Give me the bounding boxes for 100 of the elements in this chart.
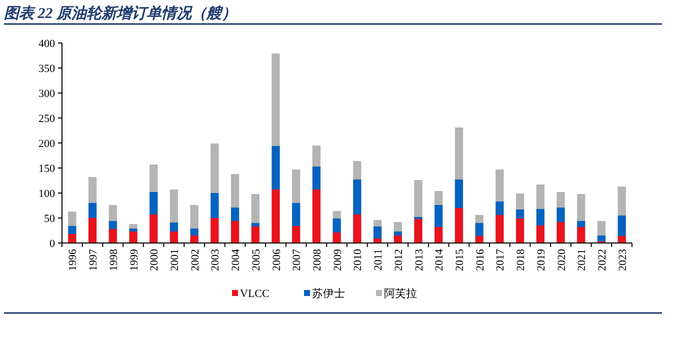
bar [150,214,158,243]
bar [454,180,464,208]
y-tick-label: 0 [50,238,56,250]
bar [496,170,504,202]
bar [312,166,321,190]
x-tick-label: 2007 [291,248,304,271]
bar [251,223,260,226]
x-tick-label: 2002 [189,249,202,271]
bar [88,218,97,243]
bar [230,174,240,208]
x-tick-label: 2010 [352,248,364,271]
bar [536,184,544,209]
bar [190,205,198,228]
bar [129,232,138,243]
bar [516,194,524,210]
x-tick-label: 2003 [210,248,222,271]
bar [454,208,464,243]
bar [353,214,362,243]
bar [556,208,565,222]
x-tick-label: 2014 [434,248,446,271]
x-tick-label: 2009 [332,248,344,271]
x-tick-label: 2019 [535,248,548,271]
bar [88,177,97,203]
bar [414,219,422,243]
bar [597,236,606,242]
y-tick-label: 100 [38,188,56,200]
y-tick-label: 250 [38,113,56,125]
bar [150,164,158,192]
x-tick-label: 2008 [311,248,324,271]
x-tick-label: 2000 [148,248,161,271]
bar [353,161,362,180]
bar [597,221,606,236]
x-tick-label: 2005 [250,248,262,271]
bar [108,221,117,229]
bar [210,144,219,193]
bar [577,221,586,227]
bar [190,236,198,243]
title: 图表 22 原油轮新增订单情况（艘） [4,6,236,22]
bar [108,229,117,243]
bar [272,146,280,190]
bar [618,186,626,216]
bar [536,226,544,243]
bar [292,170,300,203]
bar [129,224,138,228]
bar [170,232,178,243]
bar [496,215,504,243]
bar [312,190,321,243]
bar [251,226,260,243]
y-tick-label: 150 [38,163,56,175]
bar [454,128,464,180]
bar [394,236,402,243]
y-tick-label: 50 [44,213,56,225]
y-tick-label: 350 [38,63,56,75]
bar [496,202,504,215]
x-tick-label: 2022 [596,249,608,271]
x-tick-label: 2012 [392,249,405,271]
bar [373,220,382,226]
bar [556,222,565,243]
bar [68,226,76,234]
bar [394,222,402,232]
x-tick-label: 2013 [413,248,426,271]
bar [516,210,524,218]
bar [536,209,544,226]
x-tick-label: 2004 [230,248,242,271]
bar [618,236,626,243]
bar [394,232,402,236]
bar [556,192,565,208]
legend-label: VLCC [240,288,270,300]
bar [292,203,300,226]
legend-label: 阿芙拉 [384,287,417,300]
bar [353,180,362,214]
bar [230,221,240,243]
x-tick-label: 2001 [168,249,181,271]
bar [618,216,626,236]
bar [475,236,484,243]
bar [88,203,97,218]
bar [332,218,341,232]
x-tick-label: 1996 [67,248,80,271]
y-tick-label: 300 [38,88,56,100]
bar [475,223,484,236]
bar [516,218,524,243]
bar [414,180,422,217]
x-tick-label: 2018 [515,248,528,271]
bar [272,190,280,243]
bar [210,218,219,243]
x-tick-label: 2017 [494,248,507,271]
bar [190,228,198,236]
bar [434,191,443,205]
bar [251,194,260,223]
x-tick-label: 2023 [616,248,629,271]
x-tick-label: 2006 [270,248,283,271]
x-tick-label: 2021 [576,249,588,271]
bar [68,234,76,243]
bar [434,205,443,227]
bar [230,208,240,221]
bar [129,228,138,232]
bar [292,226,300,243]
legend-label: 苏伊士 [312,287,345,300]
bar [434,227,443,243]
bar [373,226,382,238]
